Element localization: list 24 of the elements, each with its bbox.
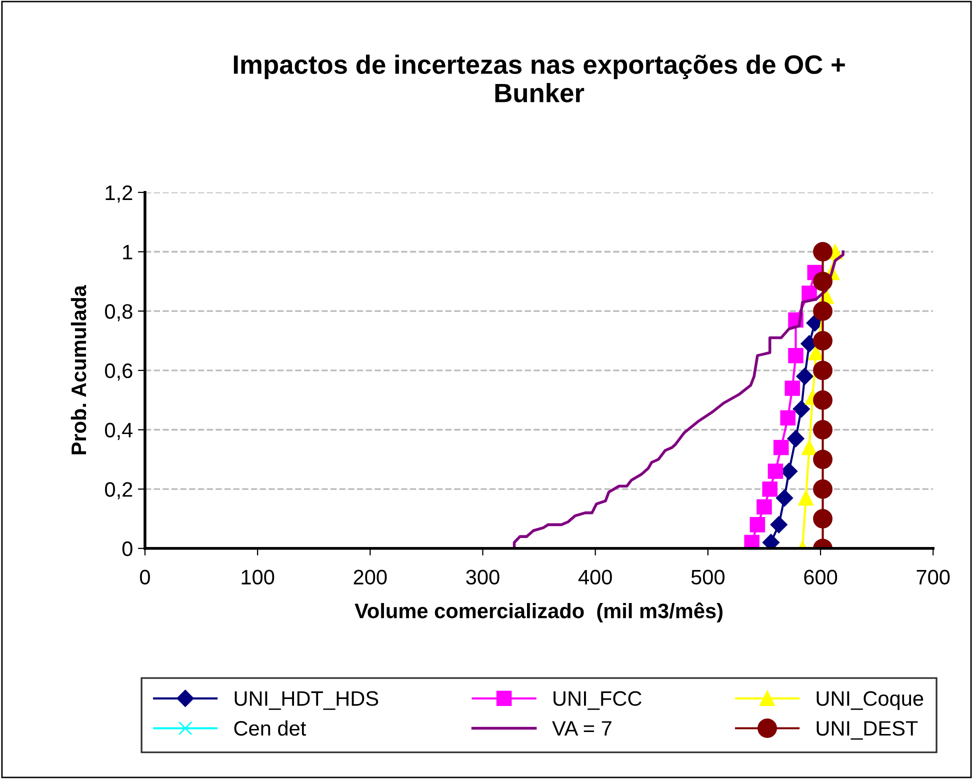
x-tick-label: 200 (354, 570, 387, 585)
y-tick-label: 0 (122, 541, 132, 556)
x-tick-label: 100 (242, 570, 274, 585)
y-tick-label: 1 (123, 244, 132, 260)
legend-label: UNI_FCC (554, 691, 642, 710)
legend-label: UNI_HDT_HDS (234, 691, 378, 710)
y-tick-label: 0,2 (105, 482, 132, 500)
x-tick-label: 700 (916, 570, 950, 585)
legend-label: Cen det (234, 720, 306, 736)
x-axis-title: Volume comercializado (mil m3/mês) (354, 602, 722, 622)
legend-label: UNI_DEST (816, 720, 918, 740)
y-tick-label: 0,4 (105, 422, 133, 440)
chart-title: Impactos de incertezas nas exportações de OC + Bunker (234, 54, 845, 102)
x-tick-label: 0 (140, 570, 150, 585)
y-tick-label: 0,6 (105, 363, 132, 381)
x-tick-label: 500 (691, 570, 724, 585)
x-tick-label: 600 (804, 570, 838, 585)
x-tick-label: 300 (466, 570, 500, 585)
y-axis-title: Prob. Acumulada (70, 285, 86, 454)
x-tick-label: 400 (578, 570, 612, 585)
y-tick-label: 0,8 (105, 304, 132, 322)
legend-label: UNI_Coque (816, 691, 924, 710)
legend-label: VA = 7 (552, 721, 612, 736)
y-tick-label: 1,2 (106, 185, 132, 203)
